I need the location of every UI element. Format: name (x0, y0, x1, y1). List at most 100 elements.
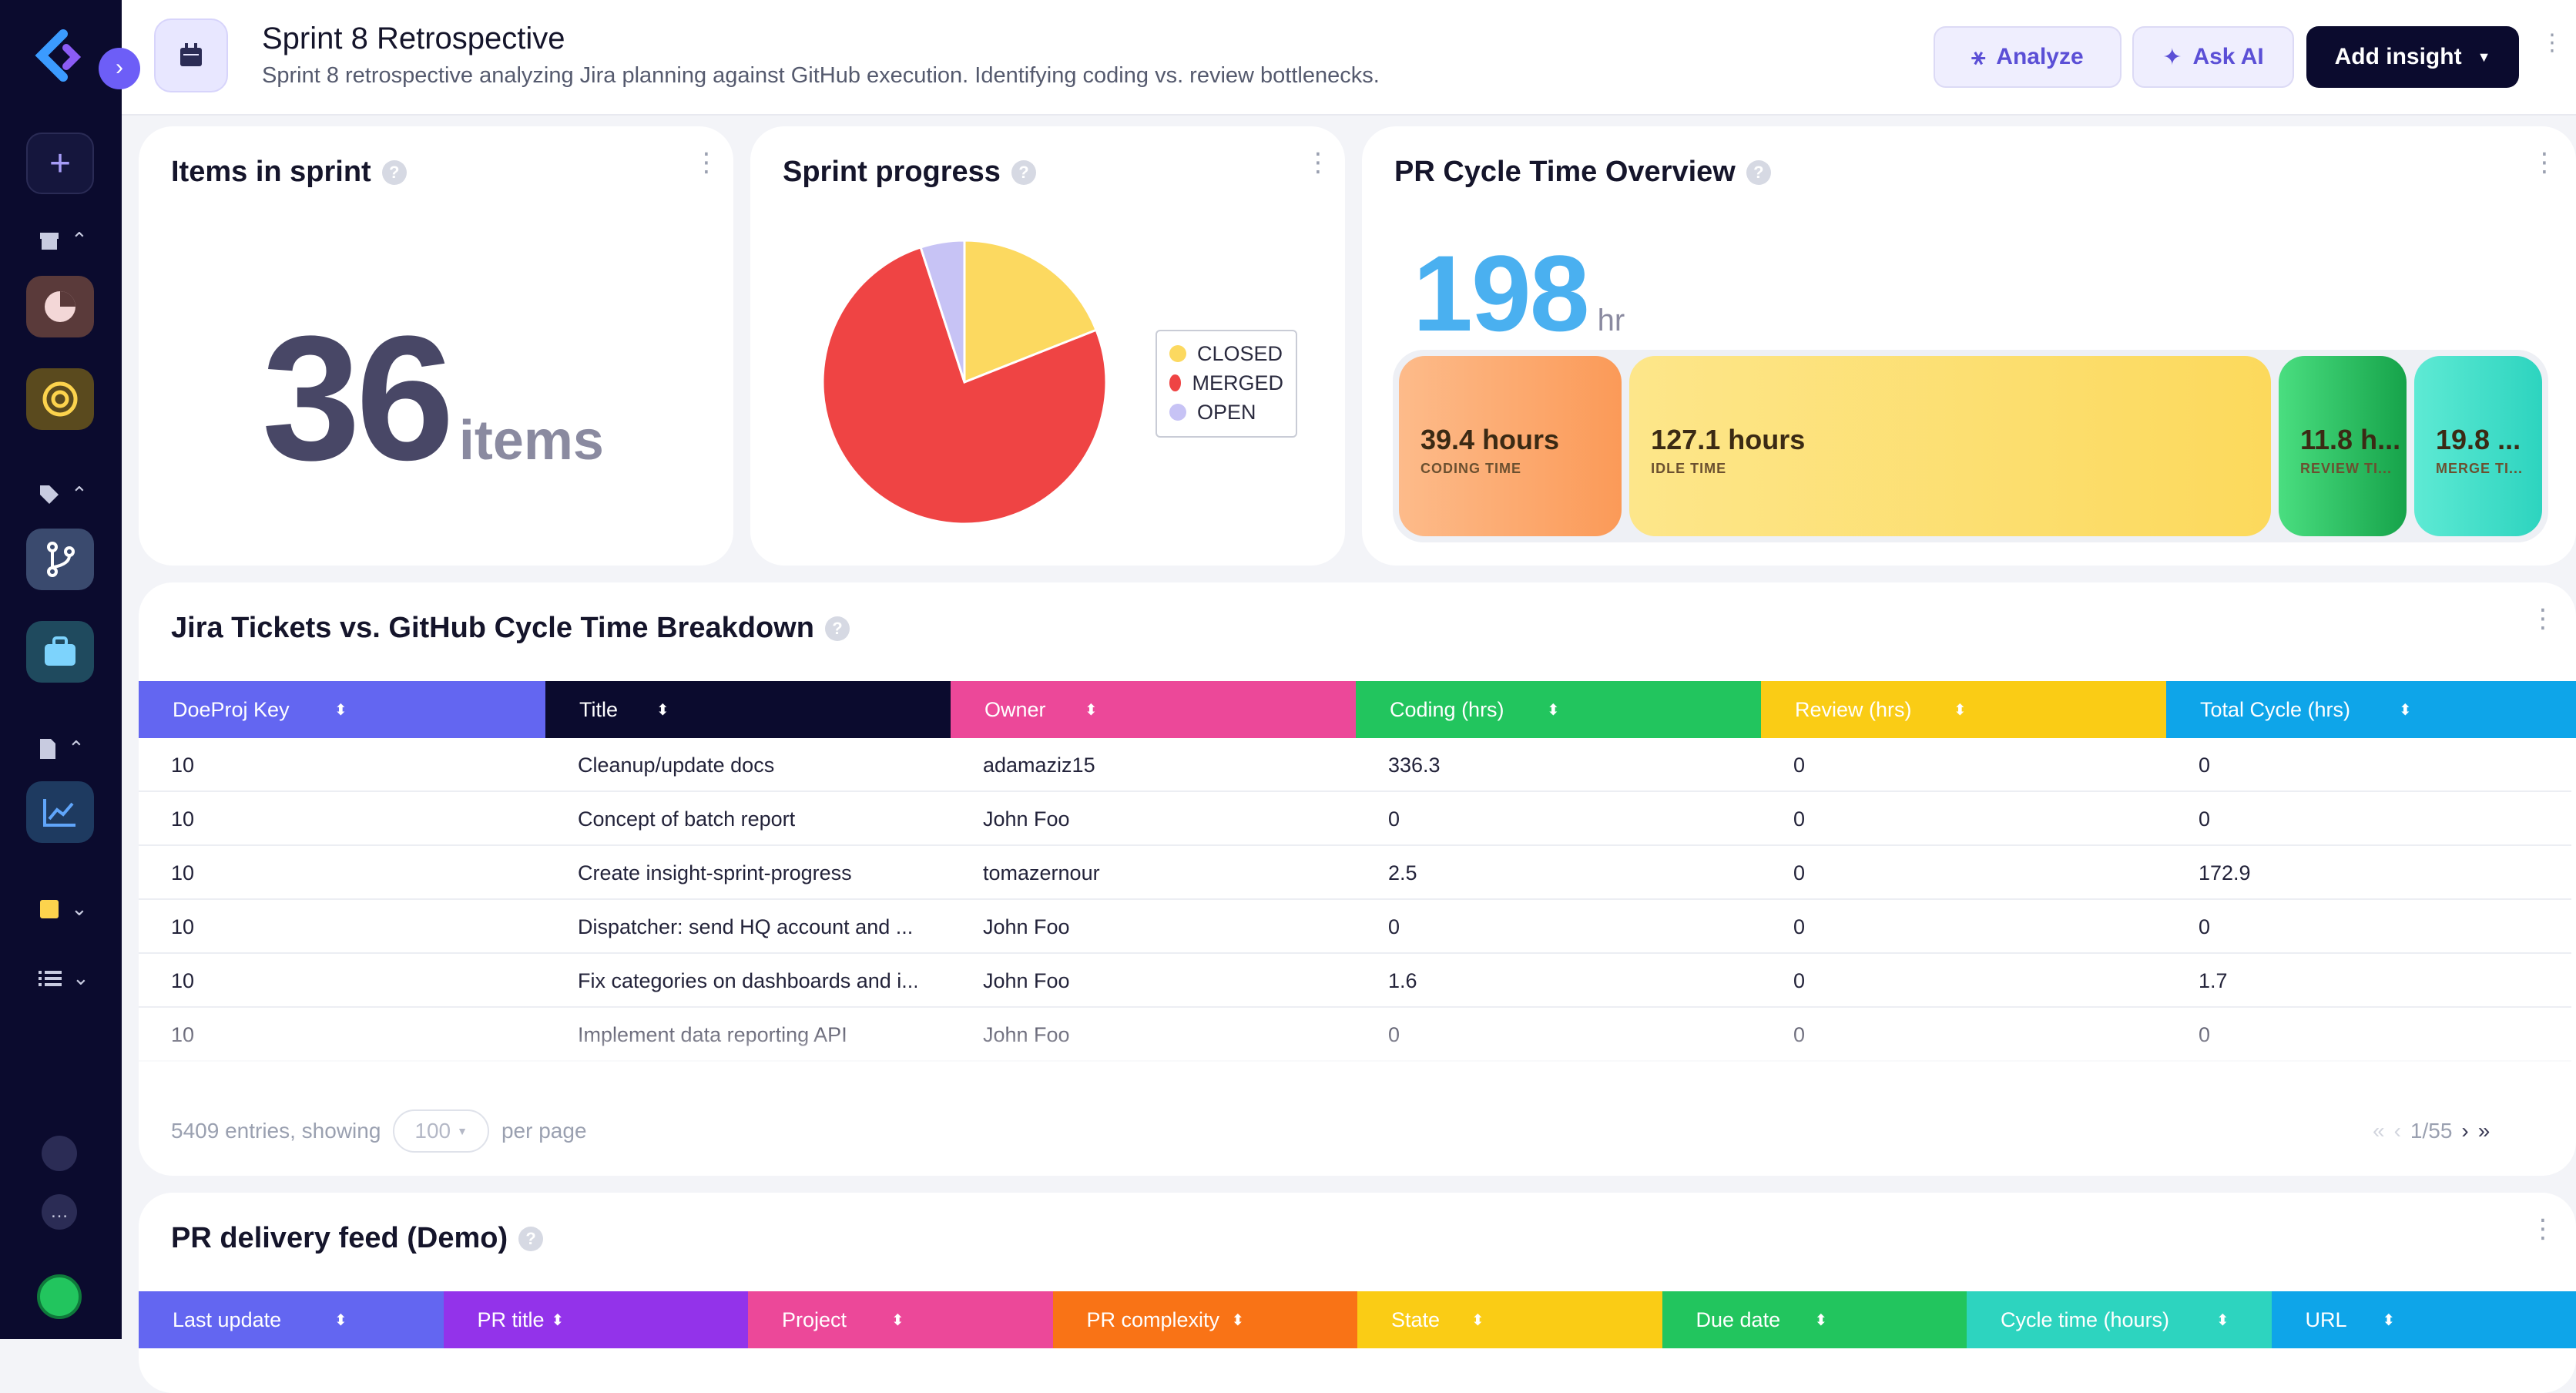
column-header[interactable]: URL⬍ (2272, 1291, 2576, 1348)
table-cell: 0 (2199, 900, 2537, 954)
archive-icon[interactable]: ⌃ (39, 228, 88, 252)
segment-label: MERGE TI... (2436, 461, 2542, 477)
per-page-select[interactable]: 100▼ (393, 1109, 489, 1153)
table-cell: 336.3 (1388, 738, 1727, 792)
calendar-icon[interactable] (154, 18, 228, 92)
column-header[interactable]: State⬍ (1357, 1291, 1663, 1348)
git-branch-icon[interactable] (26, 529, 94, 590)
table-cell: Create insight-sprint-progress (578, 846, 917, 900)
next-page-icon[interactable]: › (2461, 1119, 2468, 1143)
plus-icon[interactable]: + (26, 133, 94, 194)
segment-label: IDLE TIME (1651, 461, 2271, 477)
column-header[interactable]: Due date⬍ (1662, 1291, 1968, 1348)
add-insight-button[interactable]: Add insight▼ (2306, 26, 2519, 88)
pie-icon[interactable] (26, 276, 94, 337)
sort-icon[interactable]: ⬍ (1232, 1311, 1245, 1330)
help-icon[interactable]: ? (382, 160, 407, 185)
ask-ai-button[interactable]: ✦Ask AI (2132, 26, 2294, 88)
sort-icon[interactable]: ⬍ (1547, 700, 1560, 720)
segment-label: CODING TIME (1420, 461, 1622, 477)
analyze-button[interactable]: ⚹Analyze (1934, 26, 2122, 88)
help-icon[interactable]: ? (1011, 160, 1036, 185)
column-header[interactable]: PR title⬍ (444, 1291, 750, 1348)
sort-icon[interactable]: ⬍ (552, 1311, 565, 1330)
kebab-icon[interactable]: ⋮ (2530, 613, 2537, 624)
kebab-icon[interactable]: ⋮ (693, 157, 701, 168)
card-title: Sprint progress (783, 156, 1001, 189)
column-header[interactable]: Project⬍ (748, 1291, 1054, 1348)
first-page-icon[interactable]: « (2373, 1119, 2385, 1143)
cycle-segment-1[interactable]: 127.1 hours IDLE TIME (1629, 356, 2271, 536)
segment-value: 127.1 hours (1651, 424, 2271, 456)
legend-item: CLOSED (1169, 339, 1283, 368)
file-icon[interactable]: ⌃ (39, 737, 85, 760)
column-header[interactable]: Owner⬍ (951, 681, 1356, 738)
table-cell: 0 (1388, 792, 1727, 846)
collapse-arrow-icon[interactable]: › (99, 48, 140, 89)
avatar[interactable] (37, 1274, 82, 1319)
cycle-segment-2[interactable]: 11.8 h... REVIEW TI... (2279, 356, 2407, 536)
table-cell: Cleanup/update docs (578, 738, 917, 792)
prev-page-icon[interactable]: ‹ (2394, 1119, 2401, 1143)
tag-icon[interactable]: ⌃ (39, 482, 88, 506)
sort-icon[interactable]: ⬍ (334, 1311, 347, 1330)
last-page-icon[interactable]: » (2478, 1119, 2490, 1143)
sort-icon[interactable]: ⬍ (2399, 700, 2412, 720)
pagination: « ‹ 1/55 › » (2373, 1119, 2490, 1143)
chat-icon[interactable]: … (42, 1194, 77, 1230)
sort-icon[interactable]: ⬍ (2383, 1311, 2396, 1330)
segment-value: 19.8 ... (2436, 424, 2542, 456)
chart-icon[interactable] (26, 781, 94, 843)
note-icon[interactable]: ⌄ (39, 897, 88, 921)
pr-delivery-feed-card: PR delivery feed (Demo)? ⋮ Last update⬍P… (139, 1193, 2576, 1393)
column-header[interactable]: Total Cycle (hrs)⬍ (2166, 681, 2576, 738)
help-icon[interactable]: ? (518, 1227, 543, 1251)
help-icon[interactable]: ? (825, 616, 850, 641)
column-header[interactable]: Cycle time (hours)⬍ (1967, 1291, 2272, 1348)
column-header[interactable]: Review (hrs)⬍ (1761, 681, 2166, 738)
column-header[interactable]: Last update⬍ (139, 1291, 444, 1348)
sidebar: › + ⌃ ⌃ ⌃ ⌄ ⌄ … (0, 0, 122, 1339)
sort-icon[interactable]: ⬍ (891, 1311, 904, 1330)
items-value: 36 items (262, 296, 604, 500)
sort-icon[interactable]: ⬍ (1954, 700, 1967, 720)
sort-icon[interactable]: ⬍ (1815, 1311, 1828, 1330)
column-header[interactable]: DoeProj Key⬍ (139, 681, 545, 738)
items-in-sprint-card: Items in sprint? ⋮ 36 items (139, 126, 733, 566)
table-fade (139, 1005, 2576, 1066)
table-cell: 1.6 (1388, 954, 1727, 1008)
header-kebab-icon[interactable]: ⋮ (2541, 37, 2564, 49)
sort-icon[interactable]: ⬍ (656, 700, 669, 720)
layers-icon[interactable] (42, 1136, 77, 1171)
list-icon[interactable]: ⌄ (39, 966, 89, 990)
table-cell: 0 (2199, 792, 2537, 846)
sparkle-icon: ✦ (2162, 44, 2182, 71)
kebab-icon[interactable]: ⋮ (2531, 157, 2539, 168)
sort-icon[interactable]: ⬍ (334, 700, 347, 720)
segment-label: REVIEW TI... (2300, 461, 2407, 477)
table-cell: 0 (1793, 792, 2132, 846)
cycle-segment-3[interactable]: 19.8 ... MERGE TI... (2414, 356, 2542, 536)
sort-icon[interactable]: ⬍ (1471, 1311, 1484, 1330)
kebab-icon[interactable]: ⋮ (1305, 157, 1313, 168)
logo[interactable] (32, 29, 86, 83)
column-header[interactable]: Coding (hrs)⬍ (1356, 681, 1761, 738)
briefcase-icon[interactable] (26, 621, 94, 683)
help-icon[interactable]: ? (1746, 160, 1771, 185)
pie-legend: CLOSED MERGED OPEN (1156, 330, 1297, 438)
sort-icon[interactable]: ⬍ (1085, 700, 1098, 720)
kebab-icon[interactable]: ⋮ (2530, 1223, 2537, 1234)
sort-icon[interactable]: ⬍ (2216, 1311, 2229, 1330)
column-header[interactable]: PR complexity⬍ (1053, 1291, 1359, 1348)
column-header[interactable]: Title⬍ (545, 681, 951, 738)
target-icon[interactable] (26, 368, 94, 430)
segment-value: 11.8 h... (2300, 424, 2407, 456)
page-indicator: 1/55 (2410, 1119, 2453, 1143)
